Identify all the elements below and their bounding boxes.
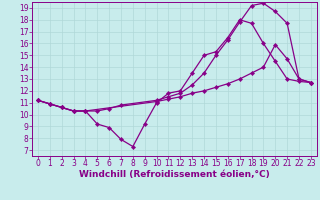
- X-axis label: Windchill (Refroidissement éolien,°C): Windchill (Refroidissement éolien,°C): [79, 170, 270, 179]
